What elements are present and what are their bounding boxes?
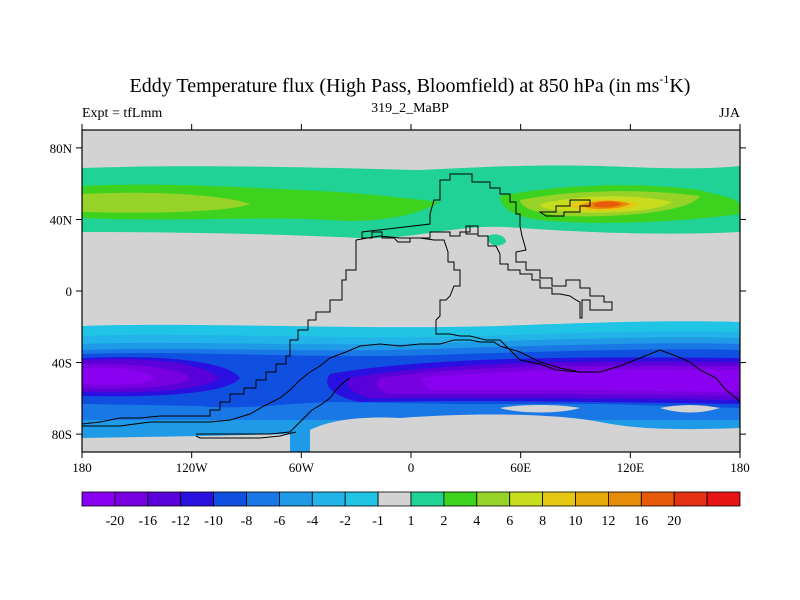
colorbar-swatch	[476, 491, 511, 507]
contour-sh-9	[82, 367, 154, 385]
colorbar-label: 8	[539, 514, 546, 529]
contour-nh-sea	[488, 234, 506, 246]
northern-flux-band	[82, 165, 740, 246]
contour-nh-7	[592, 201, 622, 208]
colorbar-label: 1	[408, 514, 415, 529]
coastline-antarctic	[196, 377, 351, 435]
coastline-gondwana-west	[355, 235, 581, 373]
y-axis: 80N 40N 0 40S 80S	[50, 141, 746, 442]
x-tick-label: 180	[730, 460, 750, 475]
colorbar-label: -1	[372, 514, 384, 529]
x-axis: 180 120W 60W 0 60E 120E 180	[72, 124, 750, 475]
y-tick-label: 0	[66, 284, 73, 299]
colorbar-swatch	[706, 491, 741, 507]
coastline-gondwana	[82, 240, 740, 427]
colorbar: -20 -16 -12 -10 -8 -6 -4 -2 -1 1 2 4 6 8 10 12 16 20	[81, 491, 741, 529]
colorbar-label: -12	[171, 514, 190, 529]
colorbar-swatch	[608, 491, 642, 507]
colorbar-swatch	[410, 491, 445, 507]
y-tick-label: 80S	[52, 427, 72, 442]
y-tick-label: 80N	[50, 141, 73, 156]
colorbar-swatch	[180, 491, 214, 507]
colorbar-label: 20	[667, 514, 681, 529]
coastline-island	[465, 225, 479, 235]
contour-sh-grey-4	[660, 405, 720, 413]
colorbar-label: 2	[440, 514, 447, 529]
colorbar-swatch	[246, 491, 280, 507]
colorbar-label: 16	[634, 514, 648, 529]
colorbar-label: -16	[138, 514, 157, 529]
colorbar-swatch	[311, 491, 346, 507]
coastlines	[82, 173, 740, 439]
colorbar-label: -4	[306, 514, 318, 529]
coastline-antarctic-2	[195, 431, 297, 439]
x-tick-label: 120W	[176, 460, 209, 475]
colorbar-swatch	[278, 491, 313, 507]
colorbar-label: 6	[506, 514, 513, 529]
colorbar-swatch	[81, 491, 116, 507]
colorbar-label: -10	[204, 514, 223, 529]
colorbar-label: -20	[106, 514, 125, 529]
chart-title: Eddy Temperature flux (High Pass, Bloomf…	[130, 72, 691, 97]
colorbar-swatch	[377, 491, 412, 507]
subtitle-left: Expt = tfLmm	[82, 106, 162, 121]
contour-sh-9b	[420, 369, 740, 392]
colorbar-label: 4	[473, 514, 480, 529]
colorbar-swatch	[114, 491, 149, 507]
x-tick-label: 60E	[510, 460, 531, 475]
colorbar-swatch	[213, 491, 247, 507]
contour-sh-grey-2	[310, 414, 740, 452]
colorbar-swatch	[344, 491, 379, 507]
colorbar-label: 10	[569, 514, 583, 529]
colorbar-label: -2	[339, 514, 351, 529]
contour-nh-3	[82, 192, 250, 213]
colorbar-swatch	[640, 491, 675, 507]
colorbar-swatch	[443, 491, 478, 507]
colorbar-swatch	[542, 491, 576, 507]
colorbar-swatch	[673, 491, 708, 507]
chart-title-end: K)	[669, 75, 690, 97]
subtitle-center: 319_2_MaBP	[371, 101, 449, 116]
colorbar-label: -8	[241, 514, 253, 529]
colorbar-swatch	[575, 491, 609, 507]
y-tick-label: 40S	[52, 356, 72, 371]
colorbar-label: -6	[274, 514, 286, 529]
map-plot-area	[82, 130, 740, 452]
y-tick-label: 40N	[50, 212, 73, 227]
chart-title-main: Eddy Temperature flux (High Pass, Bloomf…	[130, 75, 660, 97]
colorbar-swatch	[509, 491, 544, 507]
colorbar-label: 12	[601, 514, 615, 529]
contour-sh-grey-3	[500, 405, 580, 413]
coastline-nh-east	[538, 199, 591, 217]
x-tick-label: 0	[408, 460, 415, 475]
x-tick-label: 120E	[617, 460, 645, 475]
colorbar-swatch	[147, 491, 182, 507]
chart-title-superscript: -1	[659, 72, 669, 86]
subtitle-right: JJA	[719, 106, 741, 121]
x-tick-label: 60W	[289, 460, 315, 475]
southern-flux-band	[82, 321, 740, 452]
x-tick-label: 180	[72, 460, 92, 475]
